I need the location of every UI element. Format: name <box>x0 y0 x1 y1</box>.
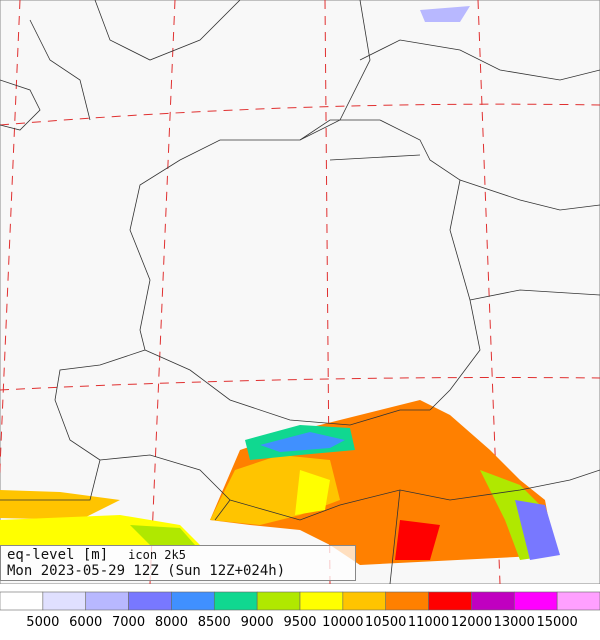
color-swatch <box>0 591 44 611</box>
colorbar <box>0 591 600 611</box>
map <box>0 0 600 584</box>
colorbar-label: 9500 <box>283 615 316 630</box>
color-swatch <box>128 591 172 611</box>
borders <box>0 0 600 584</box>
colorbar-label: 10500 <box>365 615 406 630</box>
legend: 5000 6000 7000 8000 8500 9000 9500 10000 10500 11… <box>0 591 600 630</box>
info-box: eq-level [m] icon 2k5 Mon 2023-05-29 12Z … <box>0 545 356 581</box>
colorbar-label: 5000 <box>26 615 59 630</box>
colorbar-label: 8000 <box>155 615 188 630</box>
color-swatch <box>513 591 558 611</box>
color-swatch <box>428 591 472 611</box>
colorbar-label: 7000 <box>112 615 145 630</box>
colorbar-labels: 5000 6000 7000 8000 8500 9000 9500 10000 10500 11… <box>26 615 578 630</box>
color-swatch <box>42 591 87 611</box>
color-swatch <box>471 591 515 611</box>
time-label: Mon 2023-05-29 12Z (Sun 12Z+024h) <box>7 563 286 579</box>
color-swatch <box>213 591 258 611</box>
color-swatch <box>556 591 600 611</box>
colorbar-label: 13000 <box>494 615 535 630</box>
colorbar-label: 11000 <box>408 615 449 630</box>
colorbar-label: 10000 <box>322 615 363 630</box>
colorbar-label: 8500 <box>198 615 231 630</box>
variable-label: eq-level [m] <box>7 547 109 563</box>
color-swatch <box>385 591 429 611</box>
colorbar-label: 15000 <box>536 615 577 630</box>
model-label: icon 2k5 <box>128 548 186 562</box>
colorbar-label: 9000 <box>241 615 274 630</box>
colorbar-label: 12000 <box>451 615 492 630</box>
color-swatch <box>171 591 215 611</box>
color-swatch <box>256 591 301 611</box>
color-swatch <box>299 591 344 611</box>
color-swatch <box>85 591 129 611</box>
precip-field <box>0 6 560 565</box>
graticule <box>0 0 600 584</box>
color-swatch <box>342 591 387 611</box>
colorbar-label: 6000 <box>69 615 102 630</box>
